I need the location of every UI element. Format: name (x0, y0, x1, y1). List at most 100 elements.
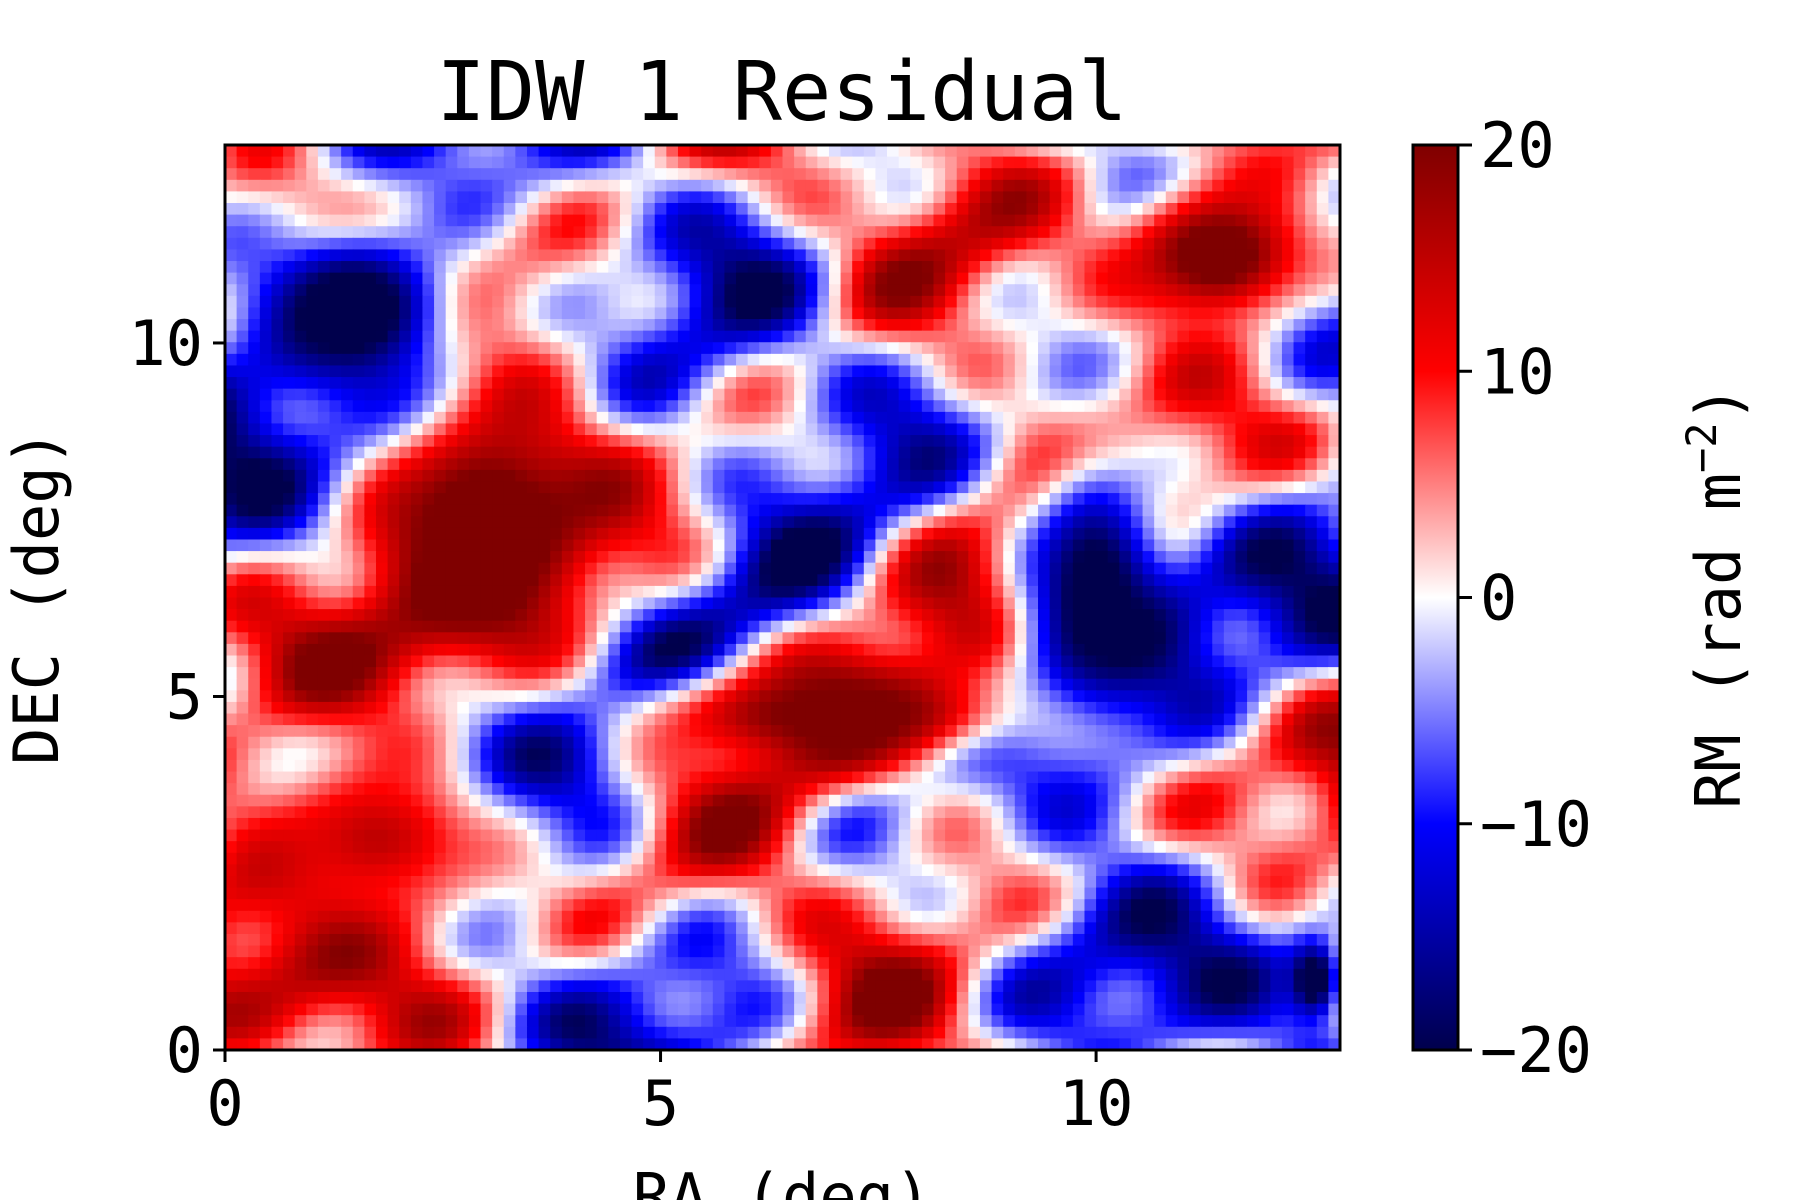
heatmap-cell (468, 667, 482, 680)
heatmap-cell (1200, 504, 1213, 517)
heatmap-cell (724, 551, 737, 564)
heatmap-cell (468, 458, 482, 471)
heatmap-cell (1281, 713, 1295, 726)
heatmap-cell (619, 493, 633, 506)
heatmap-cell (1212, 597, 1225, 610)
heatmap-cell (1003, 690, 1016, 703)
heatmap-cell (492, 400, 505, 413)
heatmap-cell (248, 191, 261, 204)
heatmap-cell (526, 330, 540, 343)
heatmap-cell (526, 493, 540, 506)
heatmap-cell (1247, 191, 1260, 204)
heatmap-cell (1014, 330, 1027, 343)
heatmap-cell (1119, 551, 1132, 564)
heatmap-cell (1235, 493, 1248, 506)
heatmap-cell (666, 342, 679, 355)
heatmap-cell (445, 597, 458, 610)
heatmap-cell (1107, 551, 1120, 564)
heatmap-cell (654, 435, 667, 448)
heatmap-cell (1084, 249, 1097, 262)
heatmap-cell (968, 284, 981, 297)
heatmap-cell (1177, 203, 1190, 216)
heatmap-cell (1026, 237, 1039, 251)
heatmap-cell (1212, 191, 1225, 204)
heatmap-cell (1305, 574, 1318, 587)
heatmap-cell (422, 539, 435, 552)
heatmap-cell (399, 667, 412, 680)
heatmap-cell (294, 342, 307, 355)
heatmap-cell (1247, 377, 1260, 390)
heatmap-cell (1328, 620, 1340, 633)
heatmap-cell (921, 667, 935, 680)
heatmap-cell (596, 203, 609, 216)
heatmap-cell (945, 237, 958, 251)
heatmap-cell (364, 632, 377, 645)
heatmap-cell (1142, 179, 1155, 193)
heatmap-cell (1177, 481, 1190, 494)
heatmap-cell (1305, 342, 1318, 355)
heatmap-cell (794, 388, 807, 401)
heatmap-cell (1003, 655, 1016, 668)
heatmap-cell (538, 168, 551, 181)
heatmap-cell (747, 179, 760, 193)
heatmap-cell (828, 307, 842, 320)
heatmap-cell (225, 609, 238, 622)
heatmap-cell (724, 469, 737, 483)
plot-area (223, 143, 1342, 1052)
heatmap-cell (1165, 713, 1178, 726)
heatmap-cell (945, 713, 958, 726)
heatmap-cell (631, 179, 644, 193)
heatmap-cell (933, 249, 946, 262)
heatmap-cell (654, 249, 667, 262)
heatmap-cell (921, 643, 935, 657)
heatmap-cell (689, 736, 702, 749)
heatmap-cell (1293, 667, 1306, 680)
heatmap-cell (840, 237, 853, 251)
heatmap-cell (248, 145, 261, 158)
heatmap-cell (852, 249, 865, 262)
heatmap-cell (1084, 632, 1097, 645)
heatmap-cell (422, 237, 435, 251)
heatmap-cell (1200, 411, 1213, 425)
heatmap-cell (1212, 458, 1225, 471)
heatmap-cell (317, 632, 331, 645)
heatmap-cell (956, 307, 969, 320)
heatmap-cell (712, 284, 726, 297)
heatmap-cell (1165, 145, 1178, 158)
heatmap-cell (283, 527, 296, 541)
heatmap-cell (271, 411, 284, 425)
heatmap-cell (1247, 400, 1260, 413)
heatmap-cell (329, 725, 342, 738)
heatmap-cell (1281, 469, 1295, 483)
heatmap-cell (654, 191, 667, 204)
heatmap-cell (387, 377, 400, 390)
heatmap-cell (1142, 609, 1155, 622)
heatmap-cell (677, 214, 691, 227)
heatmap-cell (1165, 585, 1178, 599)
heatmap-cell (712, 168, 726, 181)
heatmap-cell (503, 214, 516, 227)
heatmap-cell (875, 237, 888, 251)
heatmap-cell (225, 597, 238, 610)
heatmap-cell (492, 423, 505, 436)
heatmap-cell (422, 690, 435, 703)
heatmap-cell (724, 307, 737, 320)
heatmap-cell (515, 411, 528, 425)
heatmap-cell (887, 353, 900, 367)
heatmap-cell (968, 446, 981, 459)
heatmap-cell (375, 643, 389, 657)
heatmap-cell (887, 458, 900, 471)
heatmap-cell (248, 214, 261, 227)
heatmap-cell (375, 609, 389, 622)
heatmap-cell (875, 168, 888, 181)
heatmap-cell (1038, 504, 1051, 517)
heatmap-cell (248, 411, 261, 425)
heatmap-cell (1258, 237, 1271, 251)
heatmap-cell (817, 353, 830, 367)
heatmap-cell (375, 527, 389, 541)
heatmap-cell (1130, 458, 1144, 471)
heatmap-cell (945, 469, 958, 483)
heatmap-cell (1096, 574, 1109, 587)
heatmap-cell (399, 527, 412, 541)
heatmap-cell (422, 725, 435, 738)
